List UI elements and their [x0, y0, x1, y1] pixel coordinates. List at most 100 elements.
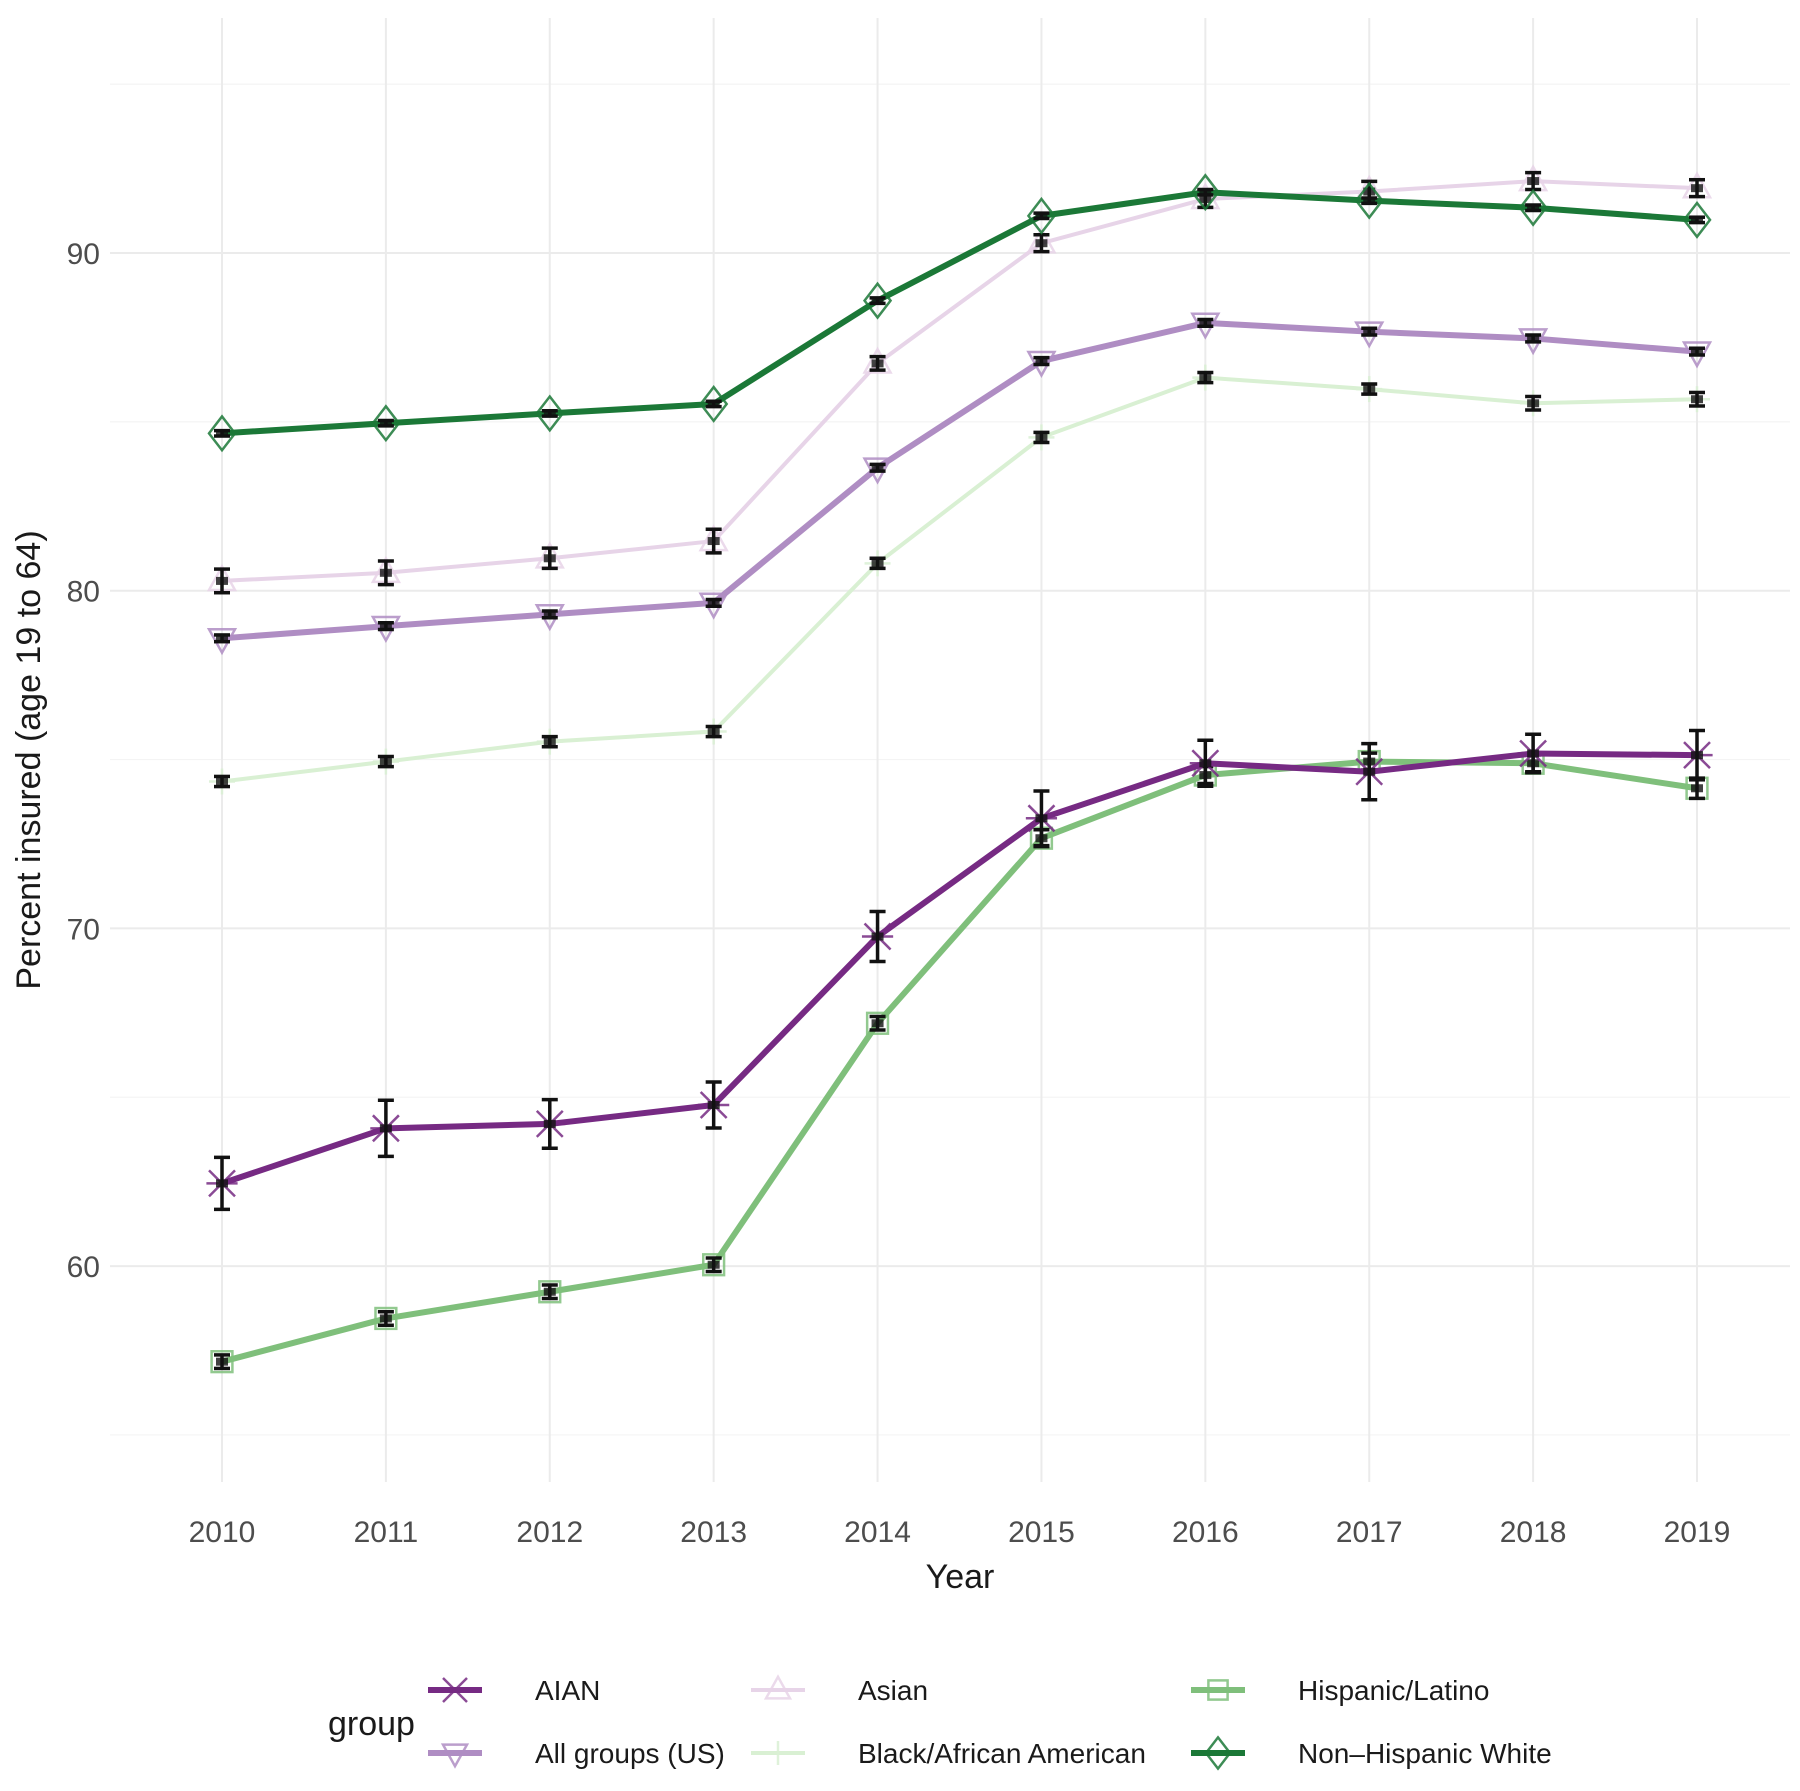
- legend-label: Black/African American: [858, 1738, 1146, 1769]
- cross-marker: [766, 1741, 790, 1765]
- error-bar: [377, 1098, 394, 1159]
- data-point: [379, 568, 392, 577]
- data-point: [379, 1314, 392, 1323]
- data-point: [216, 1179, 228, 1188]
- square-shape: [865, 1011, 890, 1035]
- diamond-marker: [1682, 200, 1712, 239]
- legend-title: group: [328, 1705, 415, 1743]
- x-tick-label: 2018: [1500, 1516, 1567, 1549]
- data-point: [707, 1101, 720, 1110]
- legend-item: AIAN: [428, 1675, 600, 1706]
- data-point: [543, 1119, 556, 1128]
- square-shape: [538, 1280, 562, 1304]
- data-point: [1035, 211, 1048, 220]
- legend-item: All groups (US): [428, 1738, 725, 1769]
- error-bar: [1197, 370, 1214, 385]
- data-point: [1691, 215, 1703, 224]
- data-point: [1527, 334, 1540, 343]
- data-point: [543, 737, 556, 746]
- series-asian: [206, 164, 1713, 595]
- error-bar: [705, 399, 722, 409]
- diamond-marker: [862, 281, 893, 320]
- series-line: [221, 319, 1698, 642]
- error-bar: [1197, 187, 1214, 197]
- data-point: [543, 610, 556, 619]
- diamond-shape: [535, 394, 565, 433]
- legend-label: Non–Hispanic White: [1298, 1738, 1552, 1769]
- error-bar: [1525, 333, 1542, 344]
- square-marker: [210, 1350, 234, 1374]
- error-bar: [214, 428, 230, 438]
- legend-label: All groups (US): [535, 1738, 725, 1769]
- data-point: [379, 419, 392, 428]
- error-bar: [1689, 728, 1705, 782]
- data-point: [1691, 751, 1703, 760]
- data-point: [379, 1124, 392, 1133]
- error-bar: [541, 734, 558, 749]
- diamond-shape: [371, 404, 401, 443]
- diamond-shape: [1190, 173, 1220, 212]
- data-point: [379, 757, 392, 766]
- y-tick-label: 60: [67, 1251, 100, 1284]
- legend-item: Non–Hispanic White: [1191, 1735, 1552, 1771]
- legend-item: Asian: [751, 1674, 928, 1706]
- error-bar: [1361, 326, 1378, 337]
- x-tick-label: 2010: [189, 1516, 256, 1549]
- data-point: [1035, 357, 1048, 366]
- error-bar: [214, 1353, 230, 1371]
- error-bar: [214, 633, 230, 644]
- error-bar: [1197, 317, 1214, 329]
- data-point: [871, 296, 884, 305]
- error-bar: [869, 556, 886, 571]
- data-point: [707, 727, 720, 736]
- error-bar: [1525, 732, 1542, 775]
- data-point: [379, 622, 392, 631]
- data-point: [216, 576, 228, 585]
- data-point: [1527, 203, 1540, 212]
- data-point: [871, 559, 884, 568]
- error-bar: [377, 621, 394, 632]
- diamond-shape: [1518, 188, 1548, 227]
- data-point: [1691, 395, 1703, 404]
- data-point: [1363, 385, 1376, 394]
- data-point: [216, 429, 228, 438]
- error-bar: [1033, 430, 1050, 445]
- error-bar: [1689, 215, 1705, 225]
- x-axis-title: Year: [926, 1558, 995, 1596]
- square-marker: [374, 1306, 398, 1331]
- data-point: [1691, 347, 1703, 356]
- legend-label: Hispanic/Latino: [1298, 1675, 1489, 1706]
- diamond-marker: [1354, 181, 1384, 220]
- data-point: [1363, 327, 1376, 336]
- data-point: [871, 463, 884, 472]
- error-bar: [1525, 203, 1542, 213]
- y-axis-ticks: 60 70 80 90: [67, 238, 100, 1284]
- square-shape: [374, 1306, 398, 1331]
- series-black-african-american: [209, 364, 1710, 795]
- error-bar: [377, 559, 394, 587]
- diamond-marker: [207, 414, 237, 453]
- error-bar: [1033, 355, 1050, 367]
- diamond-marker: [1190, 173, 1220, 212]
- x-tick-label: 2011: [354, 1516, 419, 1549]
- square-marker: [865, 1011, 890, 1035]
- data-point: [707, 1260, 720, 1269]
- diamond-marker: [1026, 196, 1057, 235]
- legend-label: AIAN: [535, 1675, 600, 1706]
- error-bar: [541, 609, 558, 620]
- y-tick-label: 80: [67, 576, 100, 609]
- data-point: [1199, 373, 1212, 382]
- series-aian: [206, 728, 1713, 1212]
- error-bar: [1525, 394, 1542, 412]
- data-point: [1527, 177, 1540, 186]
- data-point: [1035, 239, 1048, 248]
- data-point: [216, 634, 228, 643]
- square-shape: [210, 1350, 234, 1374]
- square-marker: [702, 1253, 726, 1277]
- data-point: [1199, 318, 1212, 327]
- error-bar: [541, 1283, 558, 1301]
- series-layer: [206, 164, 1713, 1374]
- x-tick-label: 2015: [1008, 1516, 1075, 1549]
- legend-item: Black/African American: [751, 1738, 1146, 1769]
- error-bar: [1689, 177, 1705, 199]
